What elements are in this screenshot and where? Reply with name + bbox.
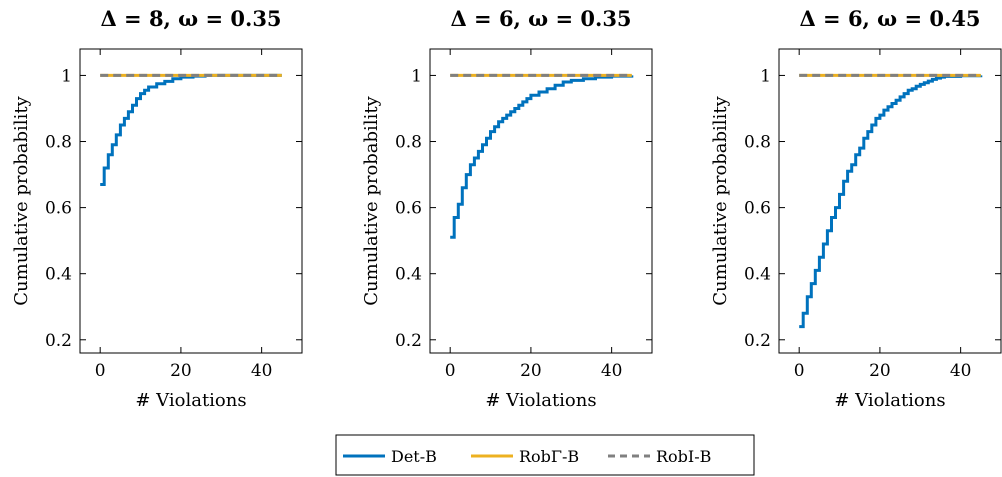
y-tick-label: 0.2 [395,331,422,351]
legend-label-det-b: Det-B [391,447,437,466]
y-tick-label: 0.2 [45,331,72,351]
chart-panel-3: Δ = 6, ω = 0.45 0.2 0.4 0.6 0.8 1 0 20 40# Viola… [710,6,1002,411]
y-tick-label: 0.4 [45,265,72,285]
series-line-det-b [450,74,634,239]
y-tick-label: 0.8 [395,133,422,153]
chart-panels: Δ = 8, ω = 0.350.20.40.60.810 20 40# Viola… [11,6,1002,411]
x-tick-label: 40 [950,361,972,381]
x-tick-label: 0 [794,361,805,381]
y-axis-label: Cumulative probability [11,95,32,305]
y-tick-label: 0.8 [744,133,771,153]
plot-frame [79,48,303,354]
chart-title: Δ = 8, ω = 0.35 [100,6,281,31]
y-tick-label: 1 [411,66,422,86]
series-line-det-b [100,73,282,186]
legend-label-robi-b: RobI-B [656,447,711,466]
x-tick-label: 20 [869,361,891,381]
plot-frame [429,48,653,354]
y-axis-label: Cumulative probability [361,95,382,305]
x-tick-label: 20 [170,361,192,381]
plot-frame [778,48,1002,354]
legend-label-robgamma-b: RobΓ-B [519,447,579,466]
legend: Det-B RobΓ-B RobI-B [335,434,755,476]
y-tick-label: 1 [760,66,771,86]
x-axis-label: # Violations [135,390,246,411]
chart-panel-1: Δ = 8, ω = 0.35 0.2 0.4 0.6 0.8 1 0 20 40# Viola… [11,6,303,411]
x-tick-label: 0 [95,361,106,381]
y-tick-label: 0.6 [395,199,422,219]
x-axis-label: # Violations [485,390,596,411]
x-tick-label: 40 [251,361,273,381]
chart-panel-2: Δ = 6, ω = 0.35 0.2 0.4 0.6 0.8 1 0 20 40# Viola… [361,6,653,411]
x-axis-label: # Violations [834,390,945,411]
y-axis-label: Cumulative probability [710,95,731,305]
x-tick-label: 20 [520,361,542,381]
y-tick-label: 0.2 [744,331,771,351]
y-tick-label: 0.4 [395,265,422,285]
y-tick-label: 1 [61,66,72,86]
legend-frame [335,434,755,476]
x-tick-label: 0 [445,361,456,381]
y-tick-label: 0.6 [744,199,771,219]
chart-title: Δ = 6, ω = 0.45 [799,6,980,31]
x-tick-label: 40 [601,361,623,381]
y-tick-label: 0.4 [744,265,771,285]
y-tick-label: 0.8 [45,133,72,153]
series-line-det-b [799,74,983,329]
chart-title: Δ = 6, ω = 0.35 [450,6,631,31]
y-tick-label: 0.6 [45,199,72,219]
